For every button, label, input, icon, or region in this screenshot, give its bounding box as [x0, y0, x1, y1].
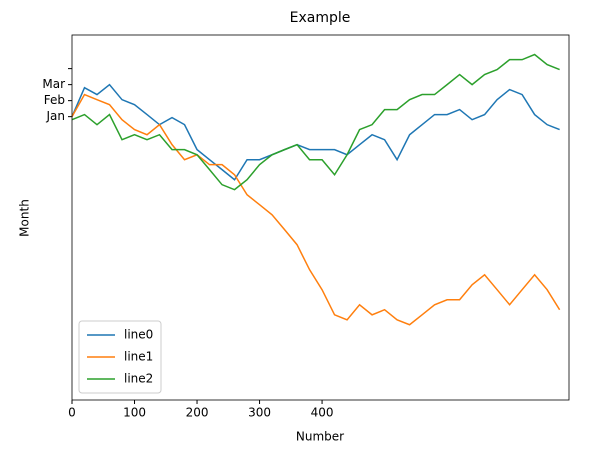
legend-label: line0: [124, 328, 153, 342]
x-tick-label: 400: [311, 406, 334, 420]
line-series: [71, 83, 560, 181]
legend-label: line1: [124, 350, 153, 364]
line-series: [71, 53, 560, 191]
line-series: [71, 93, 561, 326]
x-tick-label: 200: [186, 406, 209, 420]
legend-label: line2: [124, 372, 153, 386]
y-tick-label: Jan: [46, 109, 66, 123]
x-tick-label: 300: [248, 406, 271, 420]
x-axis-label: Number: [296, 430, 344, 444]
chart-title: Example: [290, 10, 351, 26]
x-tick-label: 100: [123, 406, 146, 420]
y-axis-label: Month: [18, 199, 32, 237]
plot-frame: [71, 34, 570, 401]
x-tick-label: 0: [68, 406, 76, 420]
y-tick-label: Mar: [42, 77, 65, 91]
y-tick-label: Feb: [44, 93, 65, 107]
legend-box: [78, 320, 162, 394]
